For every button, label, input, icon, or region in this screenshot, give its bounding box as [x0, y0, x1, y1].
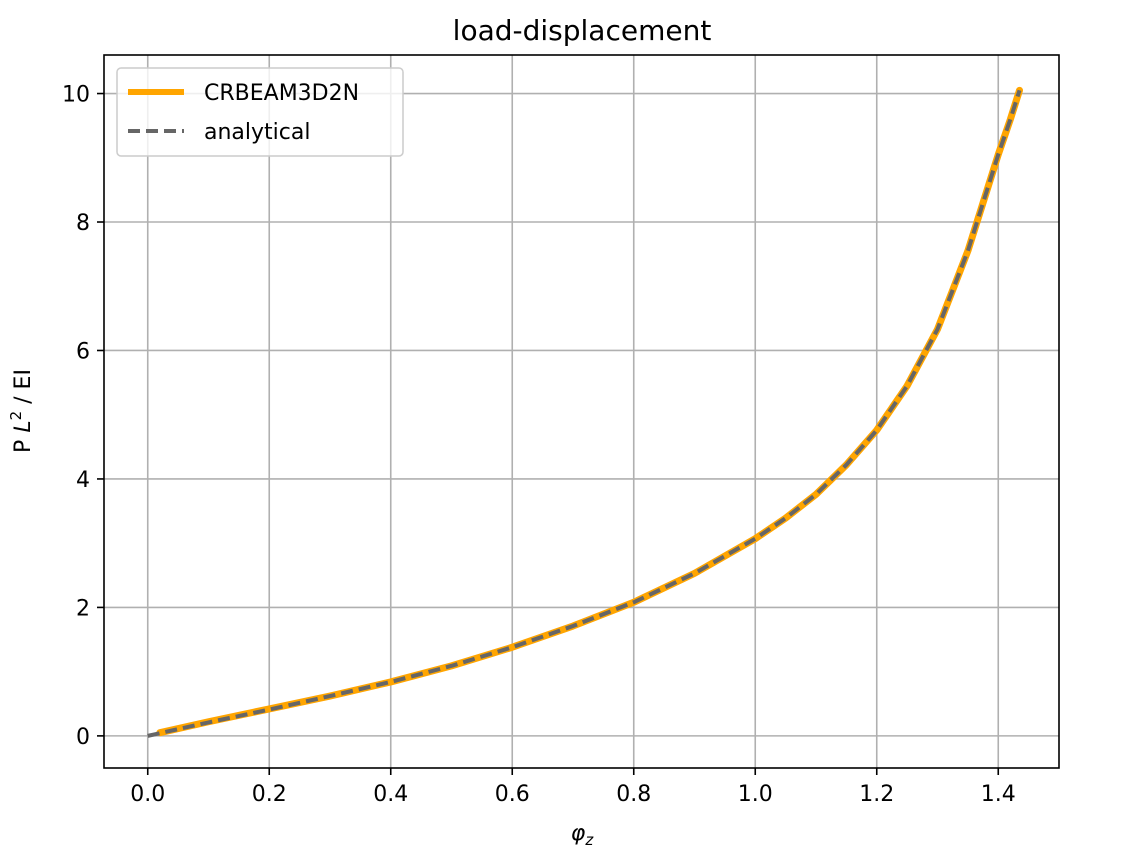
y-tick-label: 4: [76, 468, 90, 493]
x-axis-label-symbol: φ: [571, 821, 586, 846]
y-tick-label: 10: [62, 83, 90, 108]
legend-label-crbeam3d2n: CRBEAM3D2N: [204, 81, 359, 106]
x-axis-label-subscript: z: [584, 831, 594, 849]
y-tick-label: 2: [76, 596, 90, 621]
y-axis-label-part4: / EI: [11, 369, 36, 411]
series-layer: [147, 86, 1024, 738]
grid: [104, 55, 1059, 768]
y-axis-label-part1: P: [11, 433, 36, 453]
y-tick-label: 8: [76, 211, 90, 236]
legend-label-analytical: analytical: [204, 120, 310, 145]
x-axis-label: φz: [571, 821, 595, 849]
series-line-analytical: [147, 89, 1022, 738]
y-axis: 0 2 4 6 8 10: [62, 83, 104, 750]
x-tick-label: 0.4: [373, 782, 408, 807]
x-tick-label: 1.0: [738, 782, 773, 807]
legend: CRBEAM3D2N analytical: [116, 67, 404, 157]
y-axis-label-part2: L: [11, 420, 36, 432]
y-axis-label-superscript: 2: [7, 411, 25, 421]
x-tick-label: 0.0: [130, 782, 165, 807]
x-tick-label: 1.4: [981, 782, 1016, 807]
x-tick-label: 0.8: [616, 782, 651, 807]
x-tick-label: 1.2: [859, 782, 894, 807]
y-tick-label: 6: [76, 339, 90, 364]
x-tick-label: 0.6: [495, 782, 530, 807]
x-axis: 0.0 0.2 0.4 0.6 0.8 1.0 1.2 1.4: [130, 768, 1016, 807]
chart-title: load-displacement: [453, 14, 712, 47]
y-tick-label: 0: [76, 725, 90, 750]
legend-box: [116, 67, 404, 157]
y-axis-label: P L2 / EI: [7, 369, 36, 453]
x-tick-label: 0.2: [252, 782, 287, 807]
plot-frame: [103, 54, 1060, 769]
